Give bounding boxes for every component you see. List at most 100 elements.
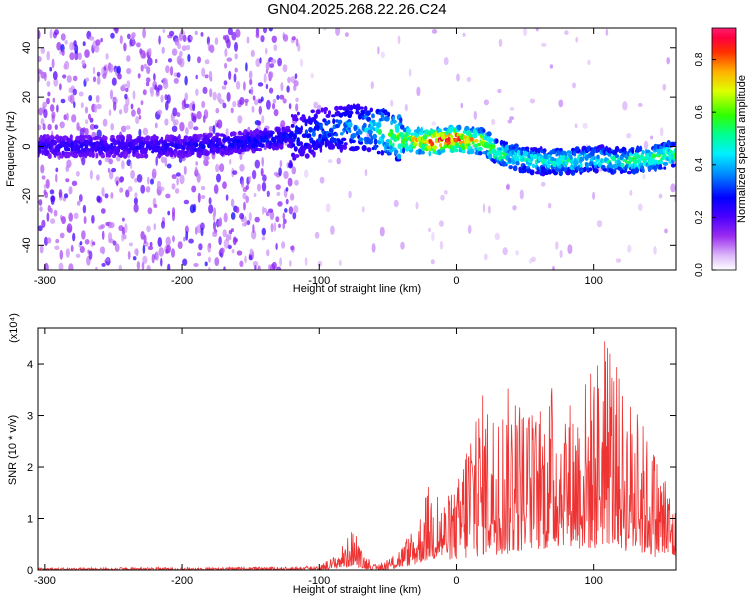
spectrogram-cell-654 xyxy=(254,265,256,270)
spectrogram-cell-550 xyxy=(223,266,226,272)
spectrogram-cell-833 xyxy=(488,206,491,214)
colorbar-gradient xyxy=(712,28,736,270)
spectrogram-cell-220 xyxy=(108,158,113,164)
spectrogram-cell-526 xyxy=(212,231,217,237)
spectrogram-cell-755 xyxy=(289,206,293,214)
spectrogram-cell-1829 xyxy=(358,128,361,134)
spectrogram-cell-1601 xyxy=(279,144,283,150)
spectrogram-cell-471 xyxy=(195,31,198,35)
spectrogram-cell-855 xyxy=(550,64,553,68)
spectrogram-cell-615 xyxy=(244,256,246,263)
spectrogram-cell-837 xyxy=(499,39,503,47)
spectrogram-cell-567 xyxy=(227,92,231,102)
spectrogram-cell-138 xyxy=(84,216,87,224)
spectrogram-cell-756 xyxy=(292,166,297,174)
spectrogram-cell-870 xyxy=(597,220,602,227)
spectrogram-cell-124 xyxy=(76,254,81,258)
spectrogram-cell-741 xyxy=(286,199,289,205)
spectrogram-cell-314 xyxy=(141,100,144,105)
spectrogram-cell-533 xyxy=(214,184,219,194)
spectrogram-cell-543 xyxy=(219,163,224,172)
spectrogram-cell-831 xyxy=(484,254,488,261)
spectrogram-cell-2284 xyxy=(514,143,519,148)
spectrogram-cell-539 xyxy=(215,37,219,44)
spectrogram-cell-778 xyxy=(310,73,314,78)
spectrogram-cell-2071 xyxy=(441,149,445,152)
spectrogram-cell-2720 xyxy=(663,162,668,166)
spectrogram-cell-800 xyxy=(377,46,379,54)
spectrogram-cell-152 xyxy=(85,128,89,136)
spectrogram-cell-431 xyxy=(179,122,184,132)
spectrogram-cell-743 xyxy=(286,187,289,192)
spectrogram-cell-290 xyxy=(134,203,139,212)
spectrogram-cell-597 xyxy=(236,81,240,90)
spectrogram-cell-442 xyxy=(184,76,187,86)
spectrogram-cell-235 xyxy=(114,25,118,34)
spectrogram-cell-511 xyxy=(205,59,210,64)
spectrogram-cell-1214 xyxy=(146,137,150,142)
spectrogram-cell-521 xyxy=(209,197,212,204)
spectrogram-cell-175 xyxy=(95,267,98,272)
spectrogram-cell-529 xyxy=(213,225,216,231)
spectrogram-cell-321 xyxy=(142,256,147,264)
spectrogram-cell-700 xyxy=(268,71,273,78)
spectrogram-cell-341 xyxy=(147,57,153,66)
spectrogram-cell-2694 xyxy=(654,167,657,172)
spectrogram-cell-36 xyxy=(50,29,53,38)
spectrogram-cell-10 xyxy=(39,206,42,212)
spectrogram-cell-109 xyxy=(72,181,77,186)
spectrogram-cell-859 xyxy=(560,250,563,258)
spectrogram-cell-1773 xyxy=(338,120,342,125)
spectrogram-cell-266 xyxy=(126,55,130,62)
spectrogram-cell-847 xyxy=(523,27,527,36)
spectrogram-cell-147 xyxy=(85,107,88,114)
spectrogram-cell-477 xyxy=(197,252,201,256)
spectrogram-cell-572 xyxy=(229,159,231,165)
spectrogram-cell-858 xyxy=(558,100,563,108)
spectrogram-cell-97 xyxy=(68,263,73,272)
spectrogram-cell-761 xyxy=(292,36,296,40)
spectrogram-cell-90 xyxy=(67,75,72,83)
spectrogram-cell-1877 xyxy=(374,139,377,145)
spectrogram-cell-1142 xyxy=(122,136,125,141)
spectrogram-cell-684 xyxy=(266,100,271,110)
spectrogram-cell-398 xyxy=(172,235,175,242)
spectrogram-cell-925 xyxy=(48,153,52,159)
spectrogram-cell-113 xyxy=(73,89,77,96)
spectrogram-cell-2519 xyxy=(594,168,599,173)
spectrogram-cell-60 xyxy=(55,124,58,130)
spectrogram-cell-1740 xyxy=(328,110,331,115)
spectrogram-cell-156 xyxy=(89,36,94,41)
spectrogram-cell-598 xyxy=(237,250,243,255)
spectrogram-cell-181 xyxy=(97,77,101,85)
spectrogram-cell-2648 xyxy=(639,146,642,152)
spectrogram-cell-560 xyxy=(226,194,229,201)
spectrogram-cell-1364 xyxy=(198,134,203,138)
spectrogram-cell-96 xyxy=(69,186,73,194)
spectrogram-cell-618 xyxy=(244,216,247,226)
spectrogram-cell-802 xyxy=(380,227,385,237)
spectrogram-x-label: Height of straight line (km) xyxy=(293,283,421,295)
spectrogram-cell-676 xyxy=(262,174,267,181)
spectrogram-cell-209 xyxy=(109,109,112,116)
spectrogram-cell-106 xyxy=(71,245,74,252)
spectrogram-cell-192 xyxy=(102,247,105,255)
spectrogram-cell-776 xyxy=(305,257,308,266)
y-tick-label: 0 xyxy=(27,565,33,577)
spectrogram-cell-538 xyxy=(214,257,219,266)
spectrogram-cell-832 xyxy=(484,99,489,105)
spectrogram-cell-785 xyxy=(328,159,332,163)
spectrogram-cell-875 xyxy=(626,133,631,138)
spectrogram-cell-388 xyxy=(165,194,170,199)
spectrogram-cell-465 xyxy=(192,104,195,112)
spectrogram-cell-59 xyxy=(55,168,58,173)
spectrogram-cell-285 xyxy=(132,41,136,45)
spectrogram-cell-2466 xyxy=(575,146,580,151)
spectrogram-cell-193 xyxy=(101,263,105,267)
spectrogram-cell-23 xyxy=(44,189,47,195)
spectrogram-cell-765 xyxy=(293,205,298,213)
spectrogram-cell-940 xyxy=(52,140,57,146)
spectrogram-cell-666 xyxy=(262,182,266,192)
spectrogram-cell-2334 xyxy=(530,169,535,175)
spectrogram-cell-2501 xyxy=(589,167,592,171)
